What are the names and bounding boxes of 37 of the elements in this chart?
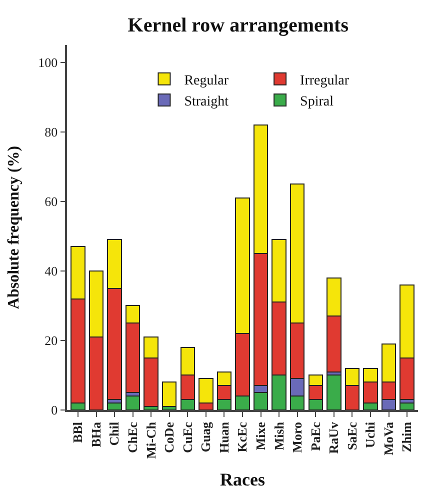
x-tick-label: SaEc bbox=[344, 422, 360, 450]
y-tick-label: 40 bbox=[44, 264, 58, 278]
x-tick-label: MoVa bbox=[380, 421, 396, 456]
y-tick-label: 0 bbox=[51, 402, 58, 418]
y-tick-label: 60 bbox=[44, 194, 58, 209]
x-tick-label: CuEc bbox=[180, 422, 195, 454]
x-tick-label: PaEc bbox=[308, 422, 323, 451]
x-tick-label: Zhim bbox=[399, 422, 414, 452]
bar bbox=[125, 396, 140, 410]
x-axis-title: Races bbox=[220, 469, 265, 490]
x-tick-label: Mixe bbox=[253, 422, 268, 450]
bar bbox=[107, 402, 122, 410]
legend-label: Regular bbox=[184, 73, 229, 88]
legend-label: Straight bbox=[184, 94, 229, 110]
legend-label: Spiral bbox=[300, 94, 334, 110]
y-axis-title: Absolute frequency (%) bbox=[6, 146, 23, 310]
bar bbox=[162, 382, 177, 408]
x-tick-label: Guag bbox=[198, 421, 214, 452]
x-tick-label: RaUv bbox=[326, 421, 342, 454]
y-tick-label: 80 bbox=[44, 124, 58, 140]
x-tick-label: Mi-Ch bbox=[143, 421, 158, 459]
bar bbox=[326, 374, 342, 410]
x-tick-label: Uchi bbox=[362, 422, 378, 448]
x-tick-label: Mish bbox=[271, 421, 286, 450]
x-tick-label: Moro bbox=[290, 422, 305, 453]
x-tick-label: CoDe bbox=[162, 422, 177, 453]
x-tick-label: Chil bbox=[106, 422, 122, 446]
x-tick-label: BHa bbox=[88, 421, 104, 448]
x-tick-label: BBl bbox=[70, 422, 86, 443]
legend-label: Irregular bbox=[300, 73, 350, 88]
x-tick-label: ChEc bbox=[125, 422, 140, 454]
chart-title: Kernel row arrangements bbox=[128, 14, 349, 36]
x-tick-label: KcEc bbox=[234, 422, 250, 452]
x-tick-label: Huan bbox=[216, 421, 232, 454]
y-tick-label: 100 bbox=[38, 54, 58, 70]
y-tick-label: 20 bbox=[44, 333, 58, 348]
bar bbox=[400, 402, 414, 410]
